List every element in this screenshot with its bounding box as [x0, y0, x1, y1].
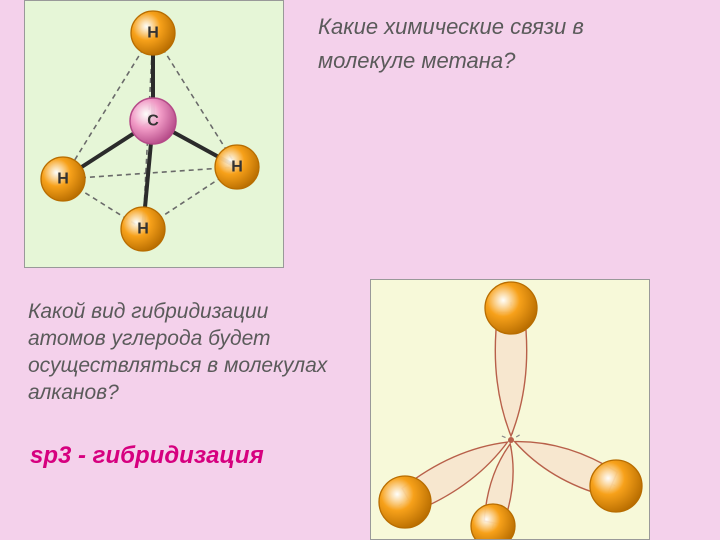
- svg-text:C: C: [147, 113, 159, 130]
- orbital-diagram: [370, 279, 650, 540]
- svg-text:H: H: [231, 159, 243, 176]
- methane-svg: C H H H H: [25, 1, 284, 268]
- question-2: Какой вид гибридизации атомов углерода б…: [28, 298, 338, 406]
- svg-text:H: H: [147, 25, 159, 42]
- svg-text:H: H: [57, 171, 69, 188]
- question-1-line2: молекуле метана?: [318, 44, 584, 78]
- svg-text:H: H: [137, 221, 149, 238]
- methane-diagram: C H H H H: [24, 0, 284, 268]
- question-1-line1: Какие химические связи в: [318, 10, 584, 44]
- answer-text: sp3 - гибридизация: [30, 442, 264, 470]
- question-1: Какие химические связи в молекуле метана…: [300, 4, 584, 78]
- orbital-svg: [371, 280, 650, 540]
